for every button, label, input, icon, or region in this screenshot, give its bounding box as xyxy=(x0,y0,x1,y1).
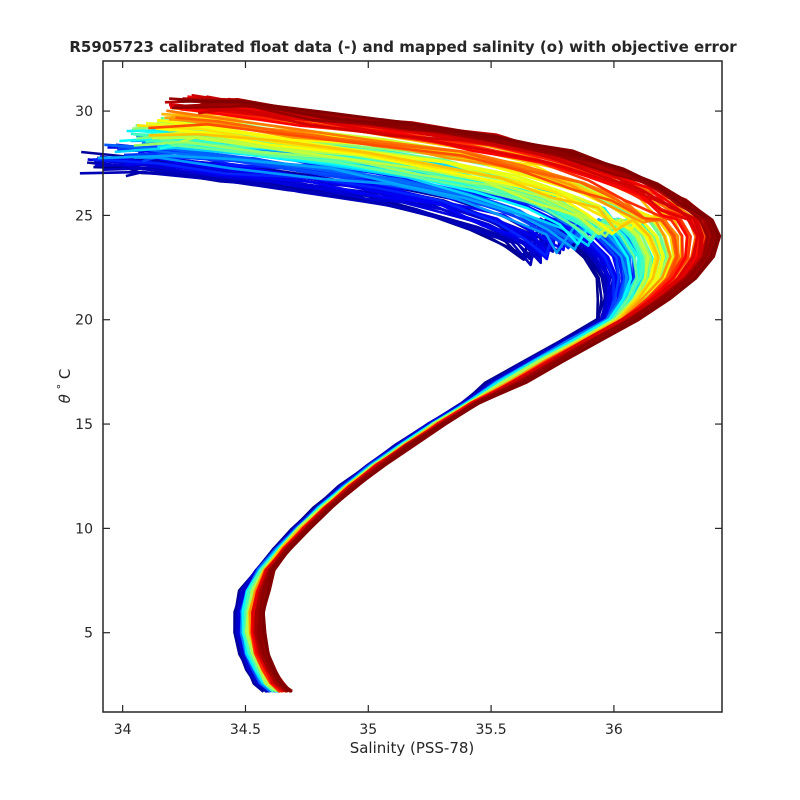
chart-title: R5905723 calibrated float data (-) and m… xyxy=(69,38,737,56)
profile-line xyxy=(168,118,672,692)
profile-line xyxy=(148,148,632,693)
svg-text:θ ° C: θ ° C xyxy=(51,369,74,404)
y-tick-label: 15 xyxy=(75,417,93,433)
profile-line xyxy=(110,144,628,692)
x-tick-label: 35 xyxy=(359,722,377,738)
profile-line xyxy=(180,100,720,693)
y-axis: 5 10 15 20 25 30 xyxy=(75,104,722,642)
y-axis-label: θ ° C xyxy=(51,369,74,404)
y-tick-label: 30 xyxy=(75,104,93,120)
profile-line xyxy=(163,142,633,693)
profile-lines xyxy=(79,93,722,694)
y-axis-label-degree: ° xyxy=(55,384,68,390)
y-tick-label: 5 xyxy=(84,626,93,642)
x-tick-label: 34 xyxy=(114,722,132,738)
y-tick-label: 10 xyxy=(75,521,93,537)
y-axis-label-unit: C xyxy=(56,369,74,379)
x-tick-label: 35.5 xyxy=(476,722,507,738)
y-tick-label: 25 xyxy=(75,208,93,224)
profile-line xyxy=(203,99,714,693)
x-axis-label: Salinity (PSS-78) xyxy=(350,739,475,757)
profile-line xyxy=(156,136,639,693)
profile-line xyxy=(93,165,600,693)
y-tick-label: 20 xyxy=(75,313,93,329)
plot-frame xyxy=(102,60,723,713)
y-axis-label-symbol: θ xyxy=(56,394,74,403)
x-tick-label: 34.5 xyxy=(230,722,261,738)
profile-line xyxy=(132,125,671,692)
x-tick-label: 36 xyxy=(605,722,623,738)
x-axis: 34 34.5 35 35.5 36 xyxy=(114,61,623,738)
